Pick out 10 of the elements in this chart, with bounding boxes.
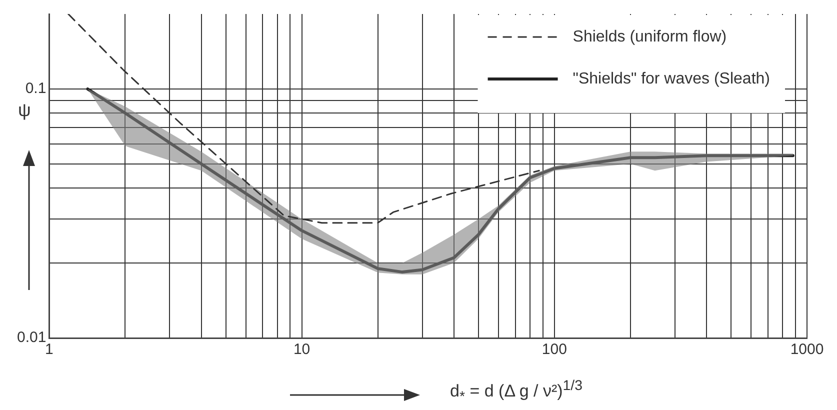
legend-label: Shields (uniform flow) [572,28,727,46]
x-tick-label: 1000 [790,341,824,358]
y-axis-title: ψ [18,100,31,121]
x-tick-label: 1 [45,341,54,358]
y-tick-label: 0.1 [25,80,46,98]
x-axis-title: d$_{*}$ = d (Δ g / ν²)$^{1/3}$ [450,378,582,406]
y-tick-label: 0.01 [16,329,46,346]
x-tick-label: 100 [542,341,567,358]
legend-label: "Shields" for waves (Sleath) [572,70,770,88]
x-tick-label: 10 [293,341,310,358]
